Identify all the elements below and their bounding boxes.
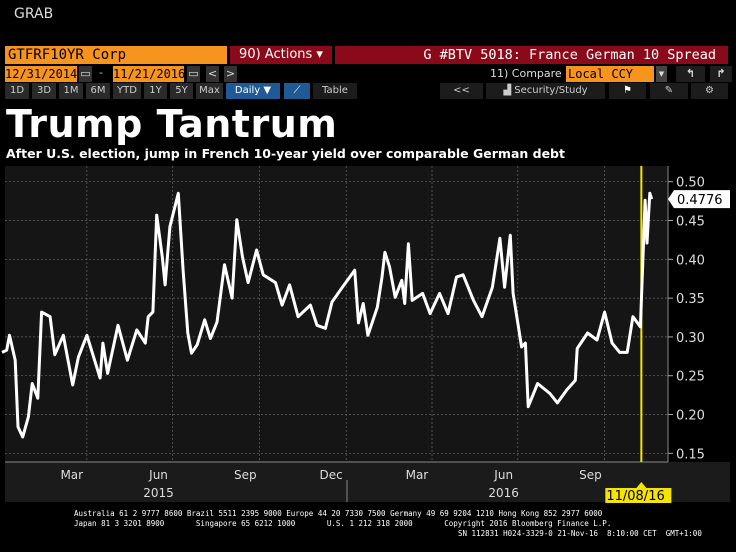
undo-icon[interactable]: ↰ bbox=[676, 66, 705, 82]
redo-icon[interactable]: ↱ bbox=[710, 66, 732, 82]
grab-label: GRAB bbox=[14, 6, 54, 22]
security-study-button[interactable]: ▟ Security/Study bbox=[486, 83, 605, 99]
collapse-button[interactable]: << bbox=[440, 83, 483, 99]
y-tick-label: 0.40 bbox=[676, 253, 705, 268]
footer-line-3: SN 112831 H024-3329-0 21-Nov-16 8:10:00 … bbox=[458, 529, 702, 538]
last-value-label: 0.4776 bbox=[677, 193, 723, 208]
plot-background bbox=[5, 166, 668, 462]
period-1d[interactable]: 1D bbox=[5, 83, 29, 99]
last-value-tag bbox=[668, 190, 730, 209]
period-3d[interactable]: 3D bbox=[32, 83, 56, 99]
actions-button[interactable]: 90) Actions ▾ bbox=[230, 46, 332, 64]
dropdown-icon[interactable]: ▼ bbox=[656, 66, 667, 82]
period-1y[interactable]: 1Y bbox=[144, 83, 167, 99]
currency-select[interactable]: Local CCY bbox=[566, 66, 654, 82]
y-tick-label: 0.20 bbox=[676, 409, 705, 424]
y-tick-label: 0.30 bbox=[676, 331, 705, 346]
chart-name-bar: G #BTV 5018: France German 10 Spread bbox=[335, 46, 728, 64]
x-tick-label: Dec bbox=[319, 468, 342, 482]
y-tick-label: 0.35 bbox=[676, 292, 705, 307]
study-icon: ▟ bbox=[503, 85, 515, 96]
x-tick-label: Jun bbox=[148, 468, 168, 482]
x-tick-label: Mar bbox=[406, 468, 429, 482]
frequency-select[interactable]: Daily ▼ bbox=[226, 83, 280, 99]
line-chart-icon[interactable]: ⟋ bbox=[284, 83, 310, 99]
x-tick-label: Jun bbox=[493, 468, 513, 482]
x-tick-label: Sep bbox=[579, 468, 602, 482]
x-tick-label: Sep bbox=[234, 468, 257, 482]
start-date-input[interactable]: 12/31/2014 bbox=[5, 66, 77, 82]
calendar-icon[interactable]: ▭ bbox=[79, 66, 92, 82]
y-axis-band bbox=[668, 166, 730, 462]
gear-icon[interactable]: ⚙ bbox=[691, 83, 728, 99]
period-6m[interactable]: 6M bbox=[86, 83, 110, 99]
period-1m[interactable]: 1M bbox=[59, 83, 83, 99]
chart-subtitle: After U.S. election, jump in French 10-y… bbox=[6, 146, 565, 161]
compare-label: 11) Compare bbox=[490, 67, 562, 80]
prev-button[interactable]: < bbox=[206, 66, 219, 82]
security-study-label: Security/Study bbox=[514, 85, 588, 96]
ticker-input[interactable]: GTFRF10YR Corp bbox=[5, 46, 227, 64]
next-button[interactable]: > bbox=[224, 66, 237, 82]
footer-line-2: Japan 81 3 3201 8900 Singapore 65 6212 1… bbox=[74, 519, 612, 528]
x-tick-label: Mar bbox=[60, 468, 83, 482]
y-tick-label: 0.50 bbox=[676, 176, 705, 191]
event-marker-label-bg bbox=[605, 488, 672, 503]
edit-icon[interactable]: ✎ bbox=[650, 83, 688, 99]
period-ytd[interactable]: YTD bbox=[113, 83, 141, 99]
y-tick-label: 0.45 bbox=[676, 215, 705, 230]
end-date-input[interactable]: 11/21/2016 bbox=[113, 66, 184, 82]
y-tick-label: 0.15 bbox=[676, 447, 705, 462]
flag-icon[interactable]: ⚑ bbox=[609, 83, 646, 99]
calendar-icon[interactable]: ▭ bbox=[187, 66, 200, 82]
event-marker-label: 11/08/16 bbox=[606, 489, 664, 504]
period-max[interactable]: Max bbox=[196, 83, 223, 99]
chart-title: Trump Tantrum bbox=[6, 102, 338, 146]
table-button[interactable]: Table bbox=[313, 83, 357, 99]
footer-line-1: Australia 61 2 9777 8600 Brazil 5511 239… bbox=[74, 509, 603, 518]
year-label: 2016 bbox=[488, 486, 519, 500]
spread-line bbox=[1, 191, 654, 439]
event-marker-arrow bbox=[636, 482, 647, 488]
date-separator: - bbox=[99, 66, 103, 79]
y-tick-label: 0.25 bbox=[676, 370, 705, 385]
period-5y[interactable]: 5Y bbox=[170, 83, 193, 99]
year-label: 2015 bbox=[143, 486, 174, 500]
